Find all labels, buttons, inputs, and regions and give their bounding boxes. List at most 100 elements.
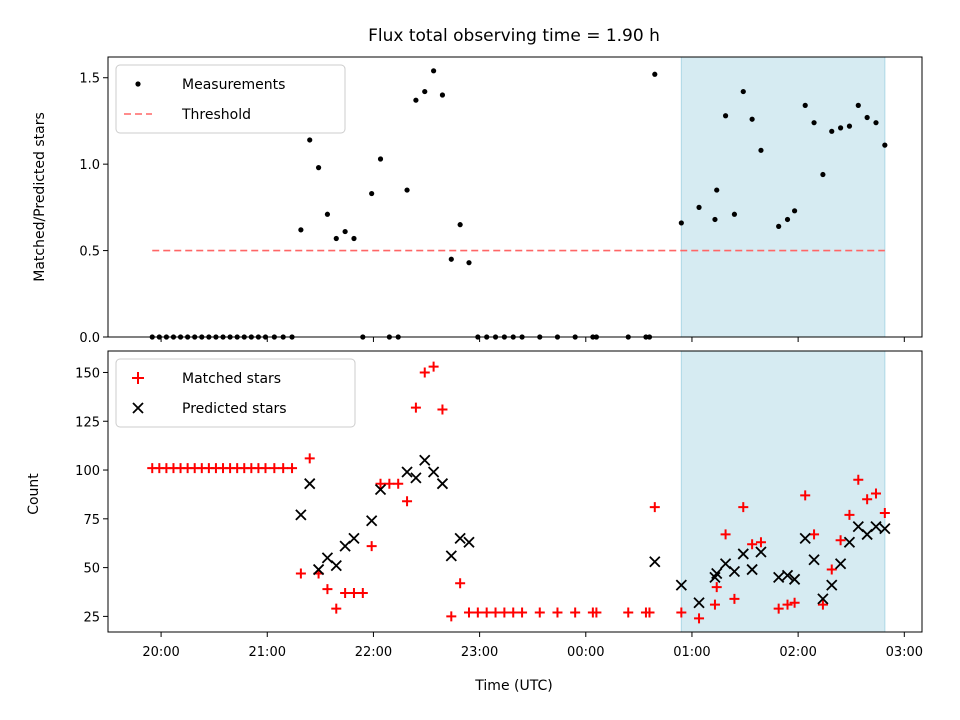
predicted-stars-point	[693, 597, 705, 609]
measurement-point	[811, 120, 817, 126]
measurement-point	[802, 102, 808, 108]
x-tick-label: 01:00	[673, 645, 710, 660]
matched-stars-point	[853, 474, 864, 485]
legend-box	[115, 358, 356, 428]
predicted-stars-point	[348, 532, 360, 544]
measurement-point	[324, 211, 331, 217]
matched-stars-point	[410, 402, 421, 413]
matched-stars-point	[517, 607, 528, 618]
predicted-stars-point	[711, 567, 723, 580]
matched-stars-point	[809, 529, 820, 540]
predicted-stars-point	[366, 515, 378, 527]
matched-stars-point	[835, 535, 846, 546]
measurement-point	[740, 88, 746, 95]
x-tick-label: 20:00	[142, 645, 179, 660]
measurement-point	[466, 260, 472, 266]
y-tick-label: 0.0	[79, 331, 100, 346]
highlight-region	[680, 56, 886, 338]
measurement-point	[791, 208, 798, 214]
matched-stars-point	[260, 463, 271, 474]
top-panel-ratio: 0.0 0.5 1.0 1.5 Measurements Threshold	[79, 56, 923, 346]
y-tick-label: 125	[75, 415, 100, 430]
measurement-point	[820, 171, 826, 178]
measurement-point	[784, 216, 791, 223]
matched-stars-point	[644, 607, 655, 618]
matched-stars-point	[269, 463, 280, 474]
matched-stars-point	[455, 578, 466, 589]
measurement-point	[882, 142, 888, 148]
matched-stars-point	[879, 507, 890, 518]
matched-stars-point	[623, 607, 634, 618]
matched-stars-point	[738, 502, 749, 513]
matched-stars-point	[817, 599, 828, 610]
matched-stars-point	[331, 603, 342, 614]
predicted-stars-point	[773, 571, 785, 583]
legend-entry-label: Measurements	[182, 77, 285, 93]
predicted-stars-point	[410, 472, 422, 484]
measurement-point	[315, 165, 322, 171]
matched-stars-point	[870, 488, 881, 499]
y-tick-label: 1.5	[79, 72, 100, 87]
matched-stars-point	[304, 453, 315, 464]
measurement-point	[457, 222, 463, 228]
matched-stars-point	[446, 611, 457, 622]
matched-stars-point	[499, 607, 510, 618]
matched-stars-point	[800, 490, 811, 501]
measurement-point	[404, 187, 410, 193]
measurement-point	[333, 235, 339, 242]
matched-stars-point	[437, 404, 448, 415]
legend: Matched stars Predicted stars	[115, 358, 356, 428]
matched-stars-point	[508, 607, 519, 618]
x-tick-label: 23:00	[461, 645, 498, 660]
measurement-point	[829, 128, 835, 134]
measurement-point	[422, 88, 428, 95]
measurement-point	[351, 235, 357, 242]
measurement-point	[749, 116, 755, 122]
predicted-stars-point	[445, 550, 457, 562]
legend-marker-matched	[132, 372, 144, 384]
predicted-stars-point	[463, 536, 475, 548]
x-tick-label: 03:00	[886, 645, 923, 660]
predicted-stars-point	[649, 556, 661, 568]
matched-stars-point	[348, 587, 359, 598]
predicted-stars-point	[834, 558, 847, 570]
predicted-stars-point	[737, 548, 749, 560]
x-tick-label: 00:00	[567, 645, 604, 660]
measurement-point	[431, 68, 437, 74]
predicted-stars-point	[330, 560, 342, 572]
measurement-point	[731, 211, 738, 217]
measurement-point	[369, 190, 375, 197]
axes-frame	[107, 56, 923, 338]
matched-stars-point	[649, 502, 660, 513]
matched-stars-point	[366, 541, 377, 552]
predicted-stars-point	[817, 593, 829, 605]
predicted-stars-point	[826, 579, 838, 591]
highlight-region	[680, 350, 886, 633]
matched-stars-point	[676, 607, 687, 618]
matched-stars-point	[402, 496, 413, 507]
measurement-point	[838, 125, 844, 131]
matched-stars-point	[552, 607, 563, 618]
matched-stars-point	[278, 463, 289, 474]
predicted-stars-point	[312, 563, 325, 576]
matched-stars-point	[711, 582, 722, 593]
predicted-stars-point	[454, 532, 466, 544]
measurement-point	[855, 102, 861, 108]
legend-marker-predicted	[132, 402, 144, 414]
bottom-y-axis-label: Count	[26, 473, 42, 515]
predicted-stars-point	[870, 520, 882, 533]
predicted-stars-point	[879, 522, 891, 535]
axes-frame	[107, 350, 923, 633]
matched-stars-point	[773, 603, 784, 614]
matched-stars-point	[862, 494, 873, 505]
measurement-point	[678, 220, 684, 226]
matched-stars-point	[481, 607, 492, 618]
x-axis-label: Time (UTC)	[474, 678, 552, 694]
matched-stars-point	[357, 587, 368, 598]
measurement-point	[413, 97, 419, 103]
predicted-stars-point	[781, 569, 794, 582]
legend-marker-measurements	[135, 81, 141, 87]
predicted-stars-point	[746, 563, 758, 576]
legend-entry-label: Threshold	[181, 107, 251, 123]
